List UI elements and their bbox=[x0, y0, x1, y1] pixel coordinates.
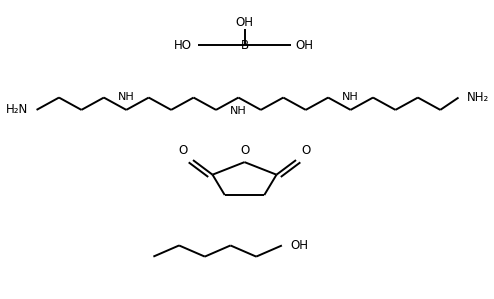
Text: NH: NH bbox=[118, 92, 135, 102]
Text: HO: HO bbox=[174, 39, 192, 52]
Text: NH: NH bbox=[342, 92, 359, 102]
Text: O: O bbox=[302, 144, 311, 157]
Text: OH: OH bbox=[295, 39, 313, 52]
Text: OH: OH bbox=[290, 239, 308, 252]
Text: B: B bbox=[241, 39, 248, 52]
Text: O: O bbox=[178, 144, 187, 157]
Text: NH: NH bbox=[230, 106, 247, 116]
Text: OH: OH bbox=[236, 16, 253, 29]
Text: NH₂: NH₂ bbox=[467, 91, 489, 104]
Text: O: O bbox=[240, 144, 249, 157]
Text: H₂N: H₂N bbox=[6, 103, 28, 116]
